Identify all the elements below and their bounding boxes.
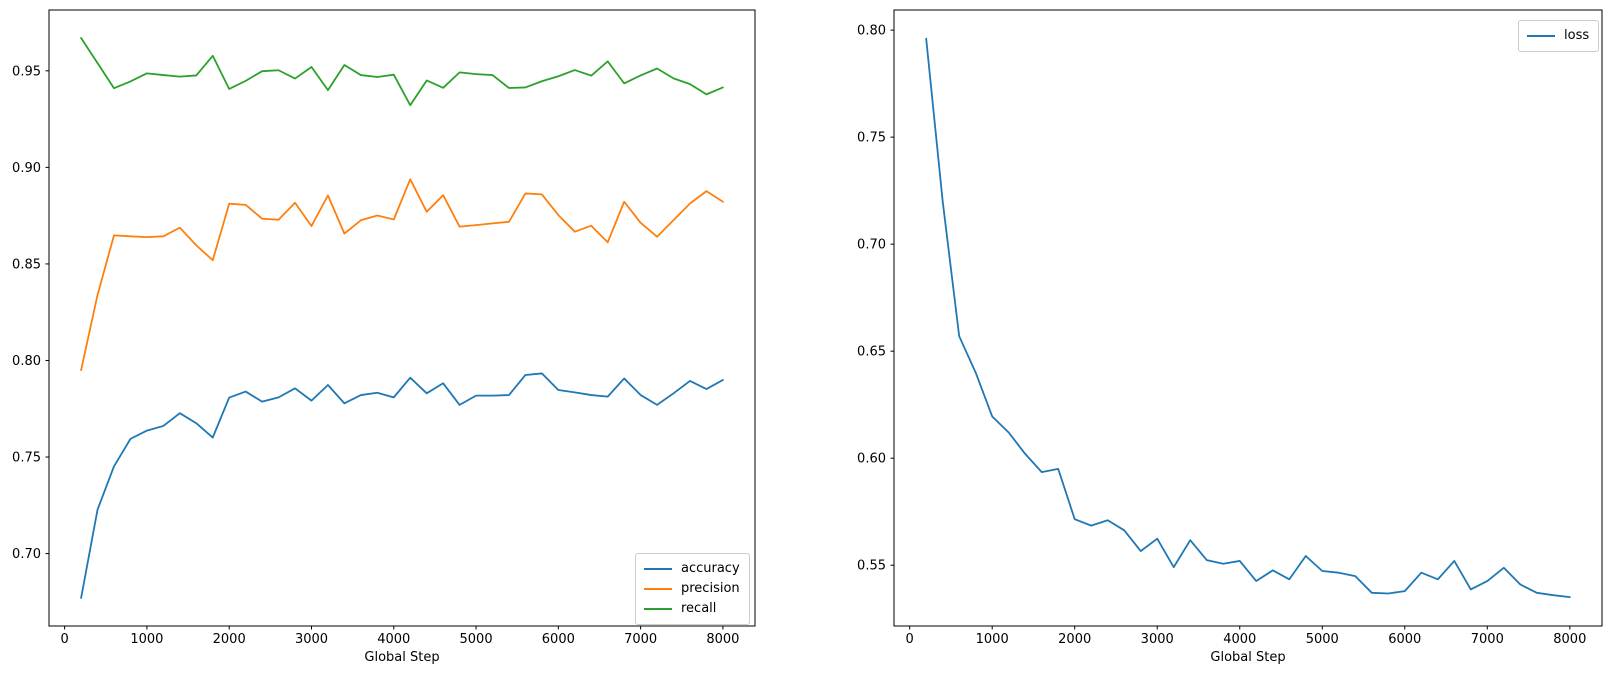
axes-spines bbox=[48, 9, 756, 627]
legend-label-precision: precision bbox=[681, 581, 740, 596]
x-tick-label: 0 bbox=[60, 632, 68, 647]
legend-label-loss: loss bbox=[1564, 28, 1590, 43]
x-tick-label: 7000 bbox=[624, 632, 657, 647]
right-axes-loss: 0 1000 2000 3000 4000 5000 6000 7000 8000 0.55 0.6… bbox=[857, 9, 1603, 665]
x-tick-label: 2000 bbox=[1058, 632, 1091, 647]
y-tick-label: 0.70 bbox=[12, 547, 41, 562]
y-tick-label: 0.80 bbox=[12, 354, 41, 369]
x-tick-label: 1000 bbox=[130, 632, 163, 647]
axes-spines bbox=[893, 9, 1603, 627]
x-tick-label: 6000 bbox=[542, 632, 575, 647]
accuracy-line bbox=[80, 372, 724, 599]
legend-item-precision: precision bbox=[644, 579, 740, 599]
accuracy-line-swatch-icon bbox=[644, 568, 672, 570]
y-tick-label: 0.55 bbox=[857, 559, 886, 574]
y-tick-label: 0.80 bbox=[857, 24, 886, 39]
x-tick-label: 7000 bbox=[1471, 632, 1504, 647]
recall-line bbox=[80, 37, 724, 107]
x-axis-label: Global Step bbox=[1210, 650, 1285, 665]
y-tick-label: 0.75 bbox=[12, 451, 41, 466]
loss-line-swatch-icon bbox=[1527, 35, 1555, 37]
x-tick-label: 3000 bbox=[1141, 632, 1174, 647]
y-tick-label: 0.60 bbox=[857, 452, 886, 467]
left-legend: accuracy precision recall bbox=[635, 553, 750, 625]
x-tick-label: 1000 bbox=[976, 632, 1009, 647]
right-legend: loss bbox=[1518, 20, 1600, 52]
left-axes-metrics: 0 1000 2000 3000 4000 5000 6000 7000 8000 0.70 0.7… bbox=[12, 9, 756, 665]
x-tick-label: 0 bbox=[906, 632, 914, 647]
y-tick-label: 0.90 bbox=[12, 161, 41, 176]
x-tick-label: 8000 bbox=[706, 632, 739, 647]
y-tick-label: 0.85 bbox=[12, 257, 41, 272]
x-tick-label: 4000 bbox=[1223, 632, 1256, 647]
recall-line-swatch-icon bbox=[644, 608, 672, 610]
x-tick-label: 3000 bbox=[295, 632, 328, 647]
x-axis-label: Global Step bbox=[364, 650, 439, 665]
loss-line bbox=[925, 37, 1571, 598]
x-tick-label: 5000 bbox=[460, 632, 493, 647]
x-tick-label: 6000 bbox=[1388, 632, 1421, 647]
y-tick-label: 0.70 bbox=[857, 238, 886, 253]
legend-item-recall: recall bbox=[644, 599, 740, 619]
y-tick-label: 0.65 bbox=[857, 345, 886, 360]
x-tick-label: 8000 bbox=[1553, 632, 1586, 647]
legend-label-recall: recall bbox=[681, 601, 717, 616]
x-tick-label: 5000 bbox=[1306, 632, 1339, 647]
legend-item-accuracy: accuracy bbox=[644, 559, 740, 579]
legend-item-loss: loss bbox=[1527, 26, 1589, 46]
precision-line bbox=[80, 178, 724, 372]
y-tick-label: 0.75 bbox=[857, 131, 886, 146]
x-tick-label: 4000 bbox=[377, 632, 410, 647]
x-tick-label: 2000 bbox=[213, 632, 246, 647]
precision-line-swatch-icon bbox=[644, 588, 672, 590]
y-tick-label: 0.95 bbox=[12, 64, 41, 79]
legend-label-accuracy: accuracy bbox=[681, 561, 740, 576]
